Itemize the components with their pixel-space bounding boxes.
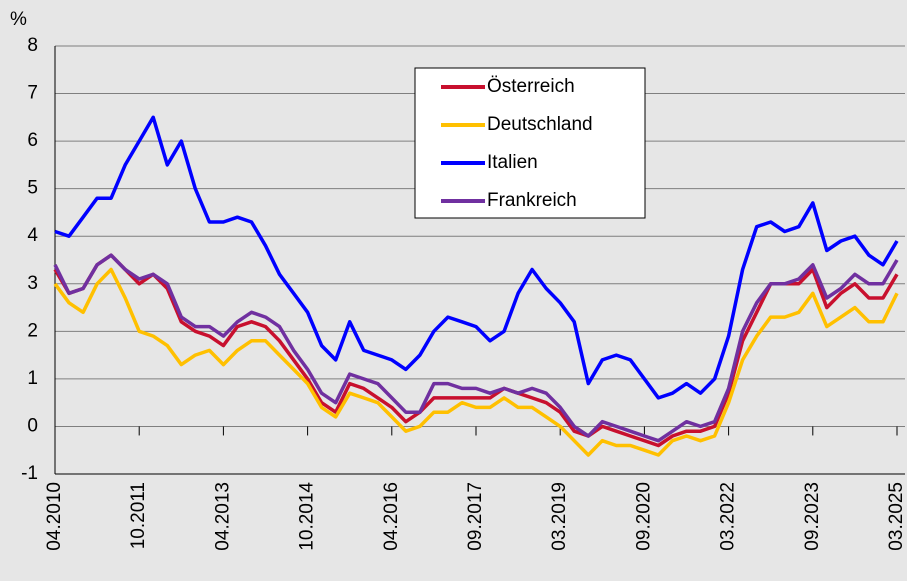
x-tick-label: 09.2020 [633,482,654,551]
x-tick-label: 10.2011 [128,482,149,549]
y-tick-label: -1 [21,463,38,484]
x-tick-label: 09.2023 [802,482,823,551]
y-tick-label: 6 [27,130,38,151]
x-tick-label: 09.2017 [465,482,486,551]
series-line [53,267,899,457]
x-tick-label: 04.2016 [381,482,402,551]
legend-label: Italien [487,152,538,173]
x-tick-label: 03.2019 [549,482,570,551]
x-tick-label: 04.2010 [44,482,65,551]
legend-box [414,67,646,219]
x-tick-label: 04.2013 [212,482,233,551]
y-tick-label: 3 [27,273,38,294]
y-tick-label: 8 [27,35,38,56]
series-line [53,253,899,448]
legend-label: Frankreich [487,190,577,211]
legend-label: Österreich [487,76,575,97]
x-tick-label: 03.2022 [718,482,739,551]
series-line [53,253,899,443]
y-tick-label: 4 [27,225,38,246]
y-tick-label: 5 [27,178,38,199]
y-tick-label: 7 [27,83,38,104]
y-tick-label: 1 [27,368,38,389]
y-axis-label: % [10,9,27,30]
y-tick-label: 2 [27,320,38,341]
y-tick-label: 0 [27,415,38,436]
series-line [54,115,899,400]
legend-label: Deutschland [487,114,593,135]
x-tick-label: 10.2014 [297,482,318,551]
x-tick-label: 03.2025 [886,482,907,551]
